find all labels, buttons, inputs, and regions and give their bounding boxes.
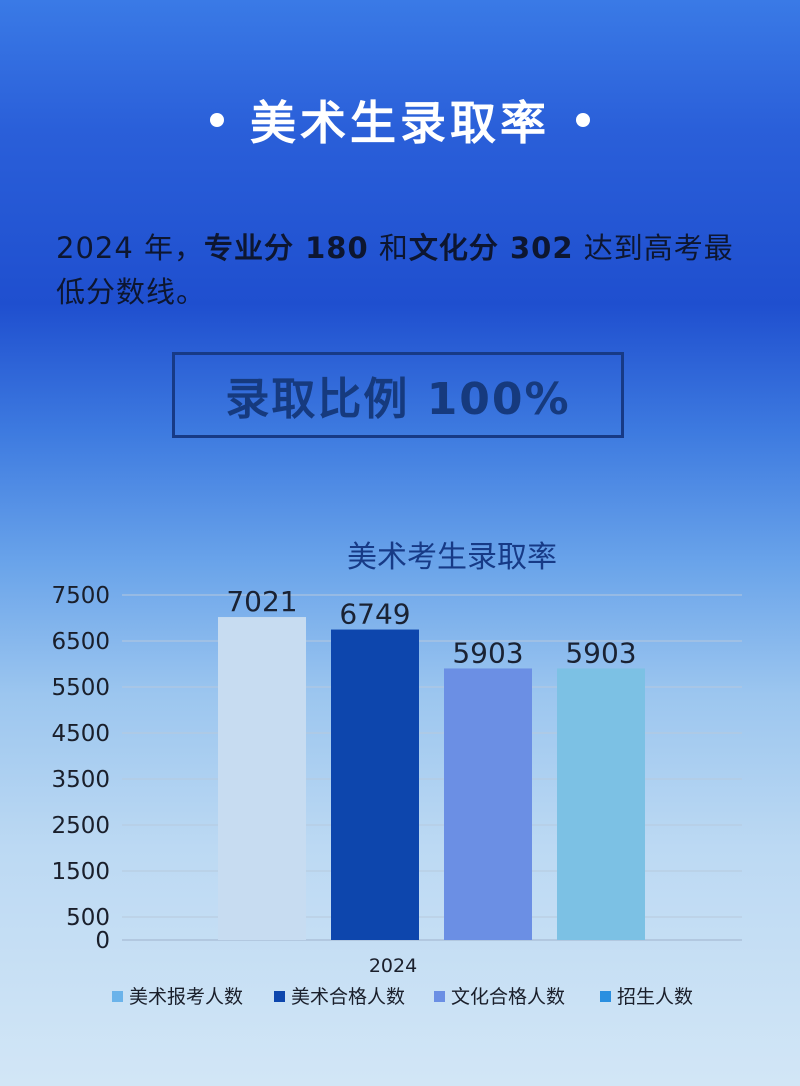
description-part-3: 和 [368, 231, 409, 265]
y-tick-label: 6500 [51, 629, 110, 655]
data-label: 7021 [226, 585, 297, 618]
bar-3 [444, 668, 532, 940]
description-part-2: 专业分 180 [204, 231, 369, 265]
legend-label: 美术合格人数 [291, 986, 405, 1008]
y-tick-label: 500 [66, 905, 110, 931]
description-part-4: 文化分 302 [408, 231, 574, 265]
chart-title: 美术考生录取率 [347, 540, 557, 575]
title-dot-right [576, 113, 590, 127]
y-tick-label: 0 [95, 928, 110, 954]
bar-1 [218, 617, 306, 940]
y-tick-label: 3500 [51, 767, 110, 793]
description-part-5: 达到高考最低分数线。 [56, 231, 734, 309]
legend-swatch [274, 991, 285, 1002]
data-label: 5903 [565, 636, 636, 669]
data-label: 6749 [339, 598, 410, 631]
y-tick-label: 2500 [51, 813, 110, 839]
bar-2 [331, 629, 419, 940]
page-title: 美术生录取率 [250, 96, 550, 150]
legend-label: 文化合格人数 [451, 986, 565, 1008]
y-tick-label: 7500 [51, 583, 110, 609]
legend-swatch [434, 991, 445, 1002]
y-tick-label: 5500 [51, 675, 110, 701]
y-tick-label: 4500 [51, 721, 110, 747]
y-tick-label: 1500 [51, 859, 110, 885]
legend-swatch [112, 991, 123, 1002]
legend-swatch [600, 991, 611, 1002]
data-label: 5903 [452, 636, 523, 669]
ratio-text: 录取比例 100% [225, 374, 571, 425]
x-tick-label: 2024 [369, 955, 417, 977]
ratio-box: 录取比例 100% [172, 352, 624, 438]
title-dot-left [210, 113, 224, 127]
title-row: 美术生录取率 [0, 88, 800, 152]
bar-4 [557, 668, 645, 940]
legend-label: 美术报考人数 [129, 986, 243, 1008]
description-part-1: 2024 年， [56, 231, 205, 265]
legend-label: 招生人数 [617, 986, 693, 1008]
description: 2024 年，专业分 180 和文化分 302 达到高考最低分数线。 [56, 226, 756, 314]
